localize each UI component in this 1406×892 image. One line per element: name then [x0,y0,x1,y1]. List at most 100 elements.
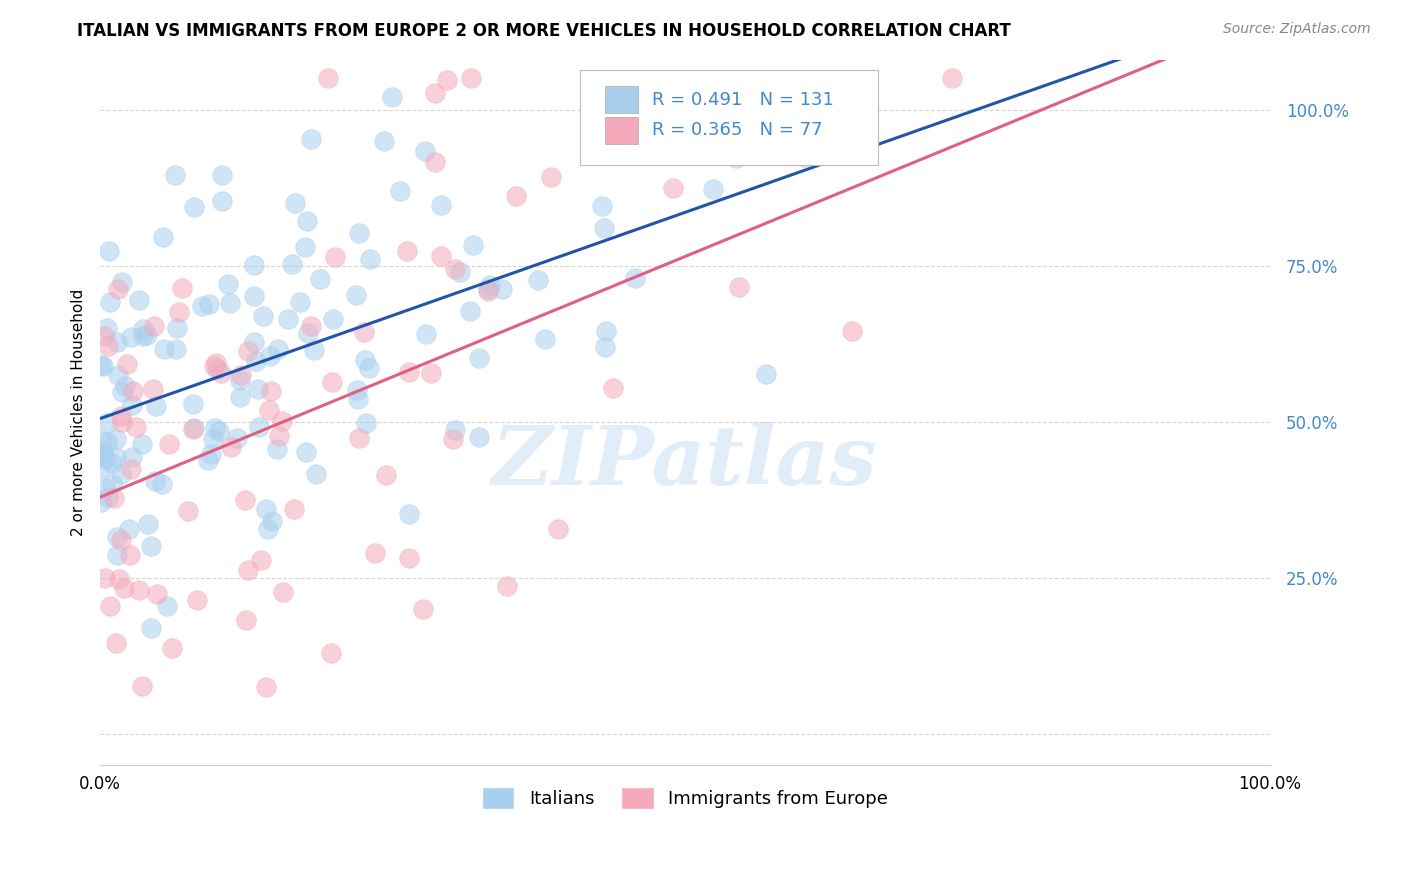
Point [284,195,307,210]
Point [103,491,125,505]
Point [846,111,869,125]
Point [101,476,124,491]
Point [841,324,863,338]
Point [94,481,117,495]
Point [496,579,519,593]
Point [131,436,153,450]
Point [702,182,724,196]
Point [346,383,368,397]
Point [299,131,322,145]
Point [243,259,266,273]
Point [823,90,845,104]
Point [505,189,527,203]
Point [96,435,118,450]
Point [228,373,250,387]
Point [183,201,205,215]
Point [415,326,437,341]
Point [169,304,191,318]
Point [136,327,159,342]
Point [177,504,200,518]
Point [121,450,143,464]
Point [252,309,274,323]
Point [449,265,471,279]
Point [105,635,128,649]
Point [395,244,418,258]
Point [595,324,617,338]
Point [108,572,131,586]
Point [243,288,266,302]
Point [398,507,420,521]
Point [725,151,748,165]
Point [359,252,381,266]
Point [269,429,291,443]
Point [132,328,155,343]
Point [267,342,290,356]
Bar [606,117,638,144]
Point [143,475,166,489]
Point [254,680,277,694]
Point [346,392,368,407]
Point [425,86,447,100]
Point [322,312,344,326]
Point [105,432,128,446]
Point [250,552,273,566]
Point [353,325,375,339]
Point [111,415,134,429]
Point [211,366,233,380]
Point [118,548,141,562]
Point [204,421,226,435]
Legend: Italians, Immigrants from Europe: Italians, Immigrants from Europe [475,780,896,816]
Point [105,450,128,465]
Point [281,257,304,271]
Point [257,522,280,536]
Point [463,237,485,252]
Point [107,530,129,544]
Point [183,421,205,435]
Point [389,184,412,198]
Point [728,280,751,294]
Point [219,440,242,454]
Point [94,571,117,585]
Point [125,420,148,434]
Point [373,134,395,148]
Point [420,366,443,380]
Point [429,198,451,212]
Point [110,409,132,423]
Point [136,517,159,532]
Point [238,343,260,358]
Point [97,490,120,504]
Point [375,468,398,483]
Point [145,400,167,414]
Point [540,170,562,185]
Point [347,431,370,445]
Point [110,533,132,548]
Point [139,621,162,635]
Point [217,277,239,292]
Point [111,275,134,289]
Point [271,413,294,427]
Point [117,357,139,371]
Point [460,71,482,86]
Point [191,299,214,313]
Point [128,293,150,307]
Point [444,423,467,437]
Point [441,432,464,446]
Point [593,340,616,354]
Text: ITALIAN VS IMMIGRANTS FROM EUROPE 2 OR MORE VEHICLES IN HOUSEHOLD CORRELATION CH: ITALIAN VS IMMIGRANTS FROM EUROPE 2 OR M… [77,22,1011,40]
Point [623,270,645,285]
Point [247,420,270,434]
Point [477,282,499,296]
Point [93,328,115,343]
Point [98,599,121,613]
Point [412,602,434,616]
Point [302,343,325,357]
Point [183,396,205,410]
Point [294,240,316,254]
Point [381,90,404,104]
Point [238,564,260,578]
Point [211,168,233,182]
Point [793,150,815,164]
Point [349,226,371,240]
Point [118,522,141,536]
Point [90,448,112,462]
